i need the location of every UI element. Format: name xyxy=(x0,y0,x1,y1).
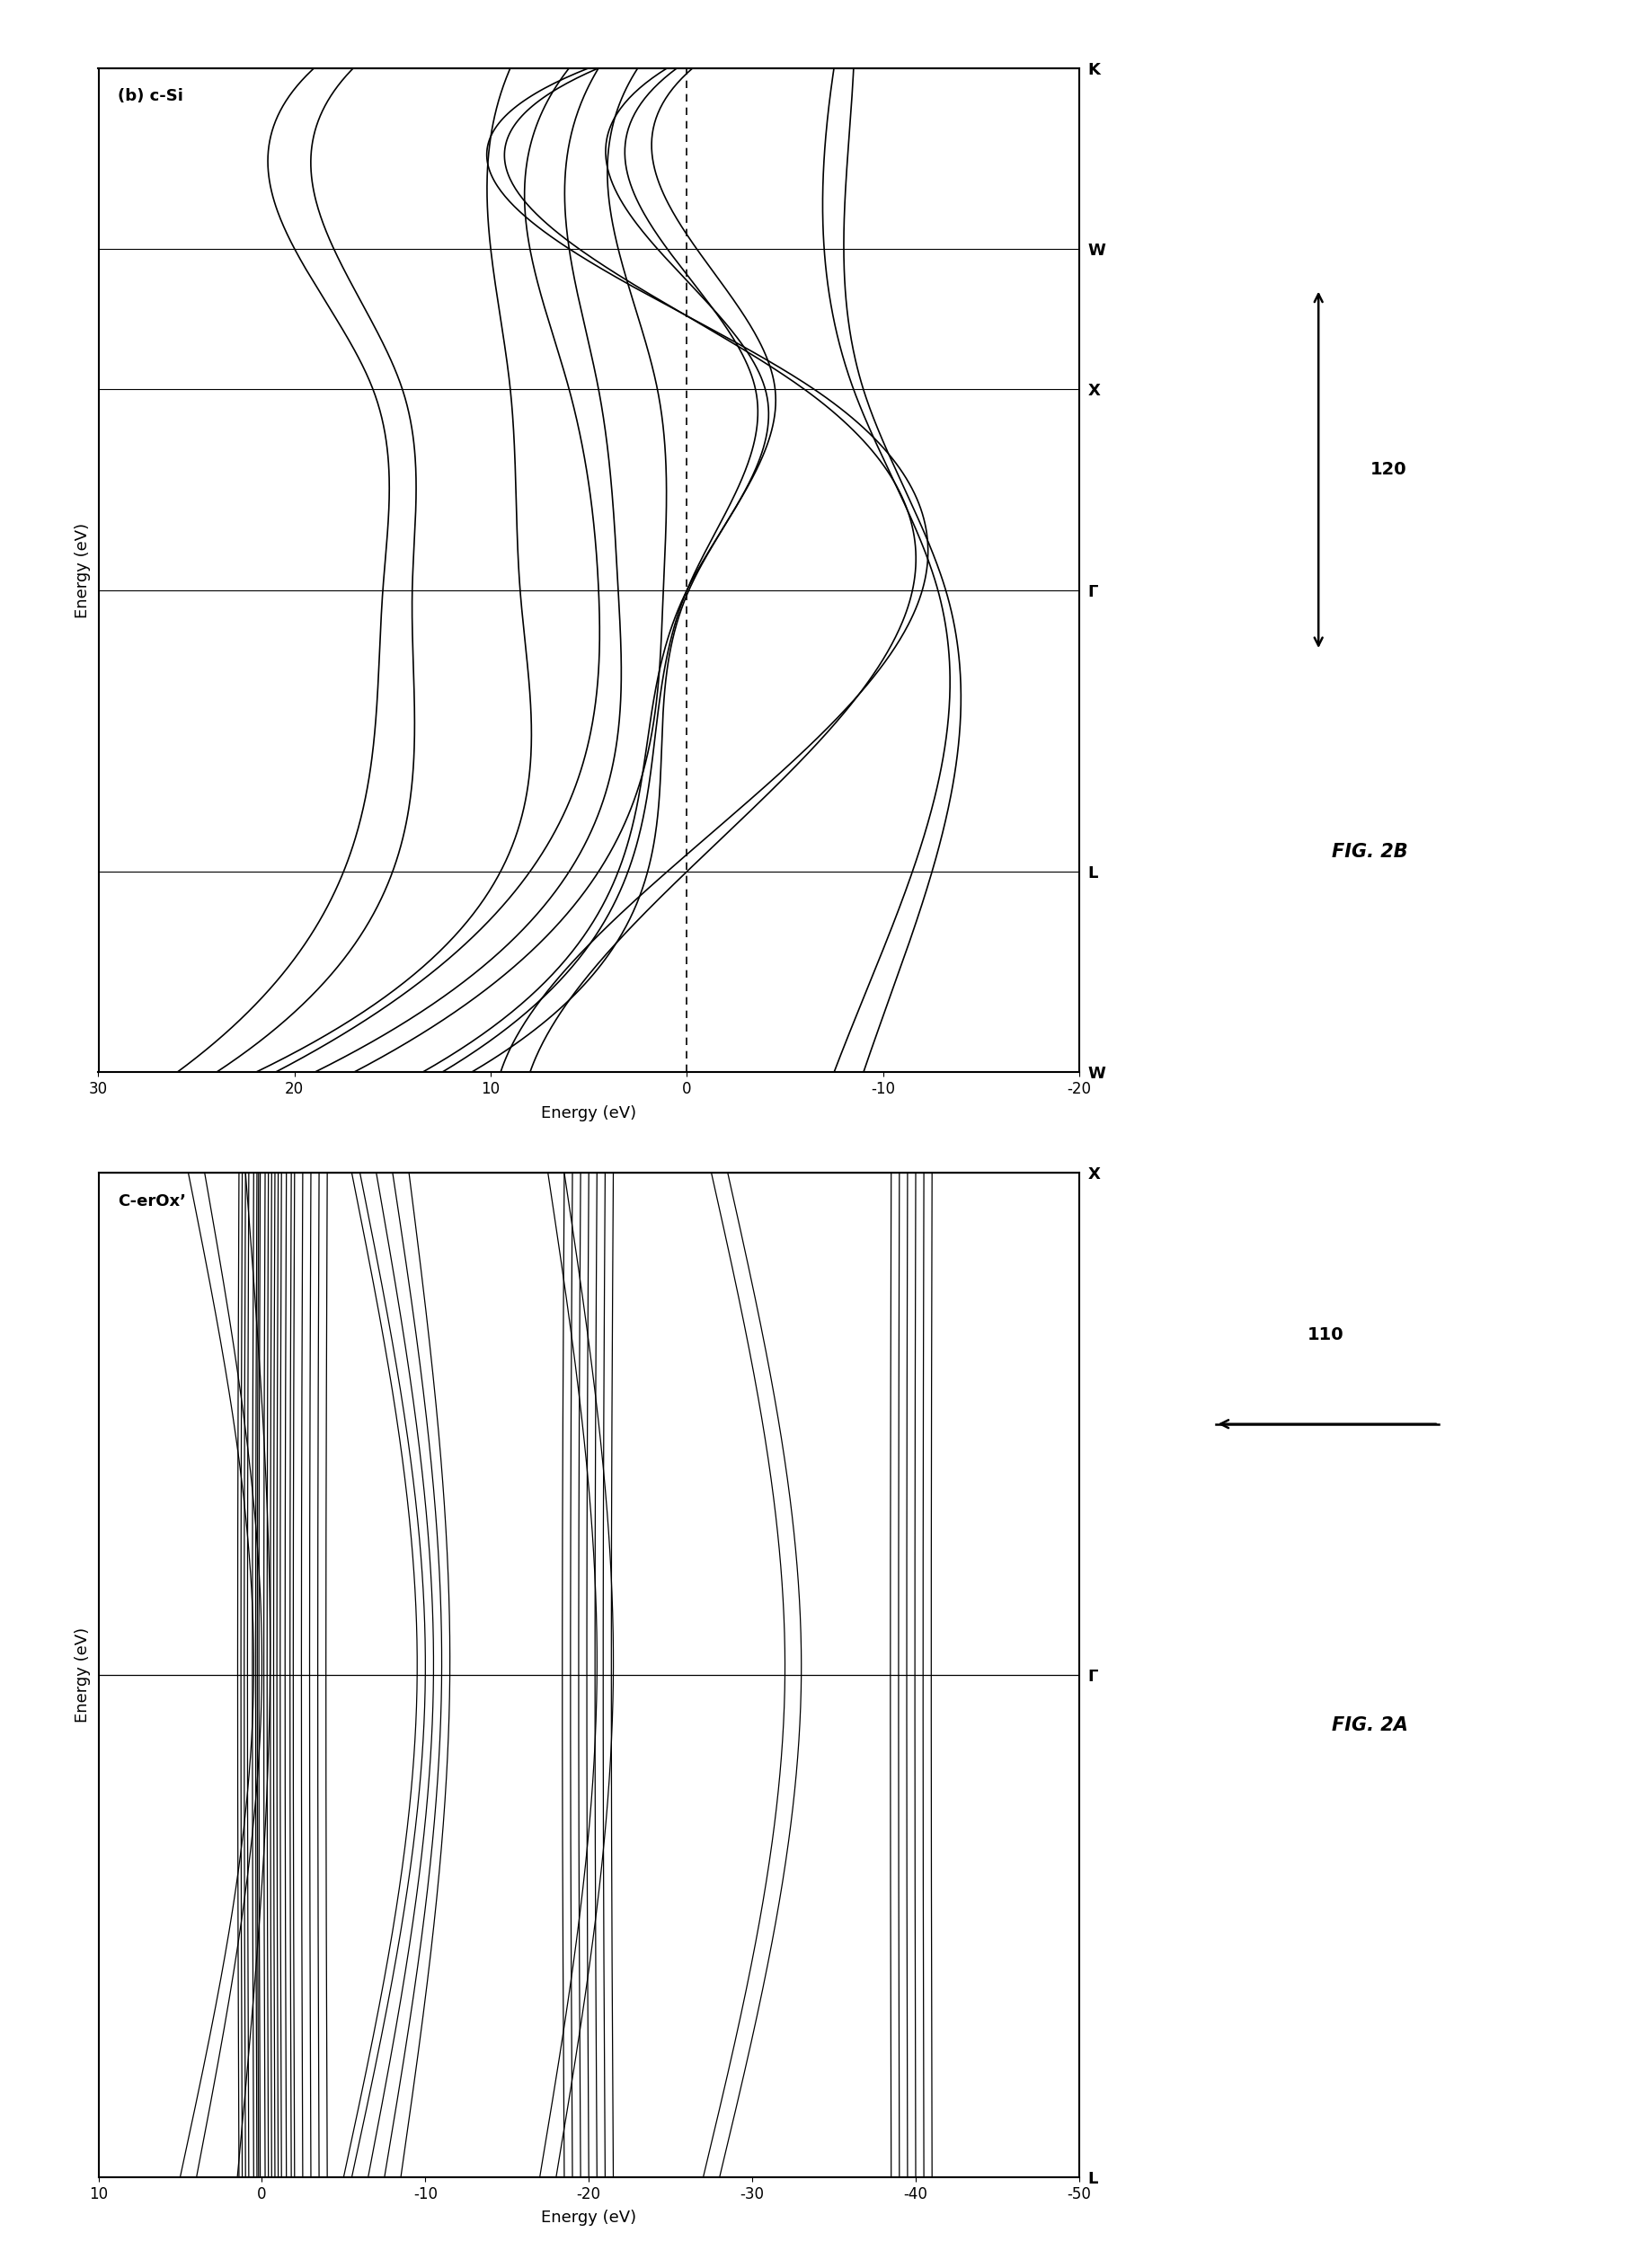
Y-axis label: Energy (eV): Energy (eV) xyxy=(75,522,90,617)
Text: (b) c-Si: (b) c-Si xyxy=(118,88,184,104)
Text: 120: 120 xyxy=(1369,460,1407,479)
Text: FIG. 2A: FIG. 2A xyxy=(1332,1717,1409,1735)
Text: FIG. 2B: FIG. 2B xyxy=(1332,841,1409,860)
Text: C-erOx’: C-erOx’ xyxy=(118,1193,187,1209)
Y-axis label: Energy (eV): Energy (eV) xyxy=(75,1628,90,1724)
Text: 110: 110 xyxy=(1307,1327,1343,1343)
X-axis label: Energy (eV): Energy (eV) xyxy=(541,2209,636,2225)
X-axis label: Energy (eV): Energy (eV) xyxy=(541,1105,636,1120)
